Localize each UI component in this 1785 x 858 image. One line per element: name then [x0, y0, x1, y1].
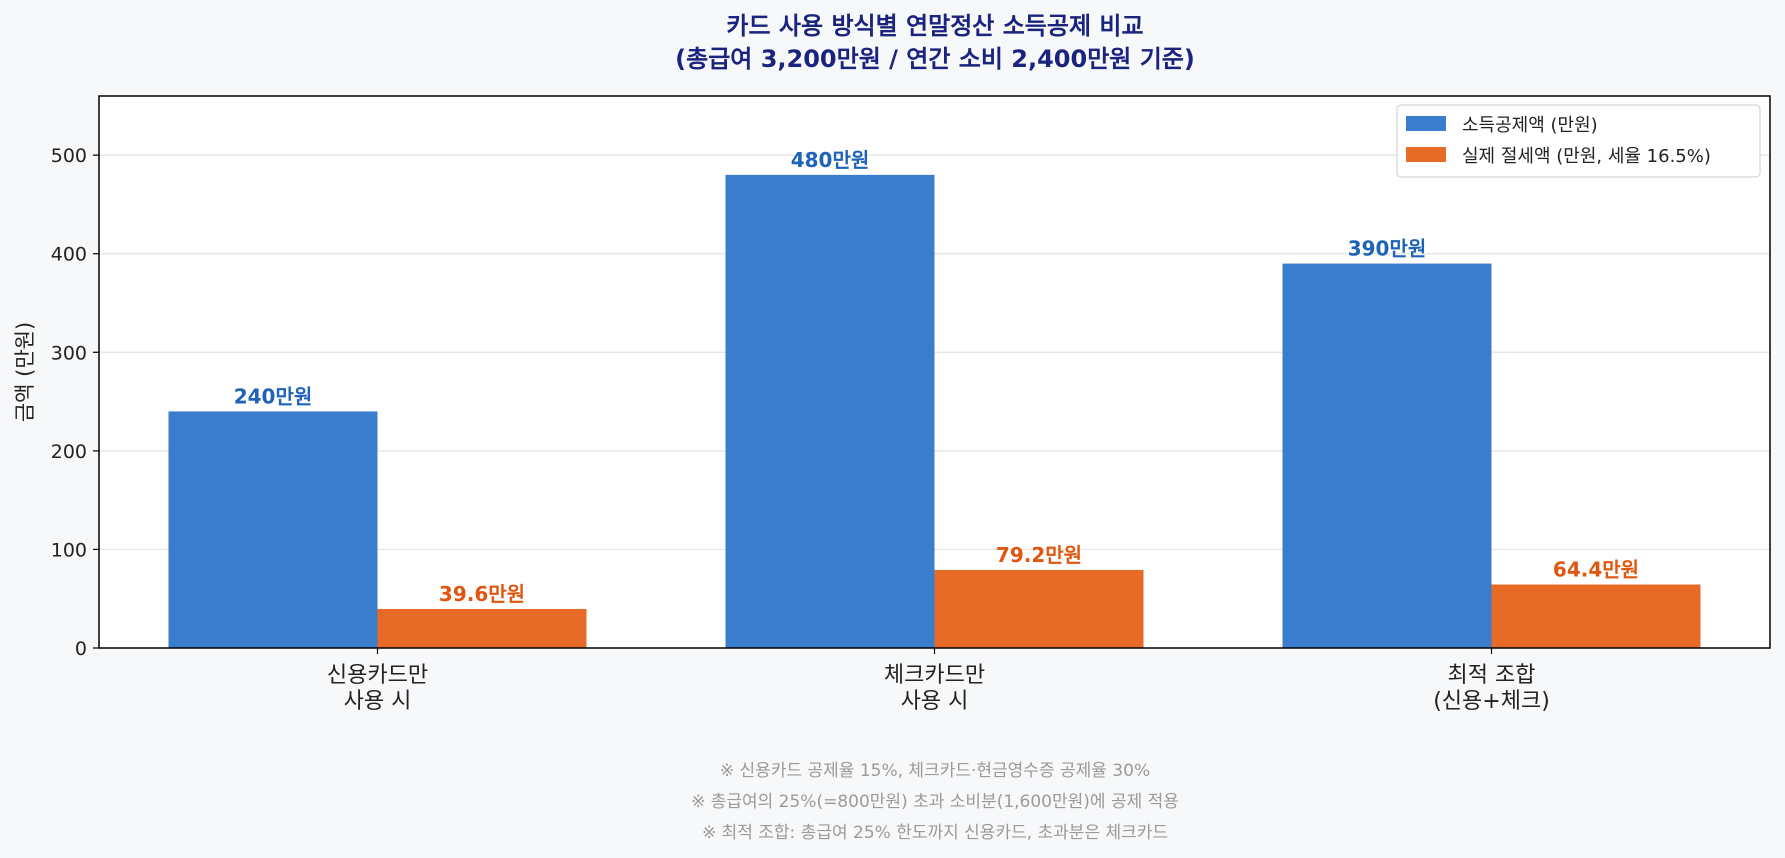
x-tick-label: (신용+체크) — [1433, 689, 1550, 714]
footnote: ※ 최적 조합: 총급여 25% 한도까지 신용카드, 초과분은 체크카드 — [702, 823, 1168, 843]
legend-swatch — [1406, 147, 1446, 162]
y-axis-label: 금액 (만원) — [13, 322, 37, 422]
bar-value-label: 79.2만원 — [996, 543, 1082, 567]
chart-title: (총급여 3,200만원 / 연간 소비 2,400만원 기준) — [675, 45, 1195, 73]
y-tick-label: 500 — [51, 145, 87, 167]
chart-title: 카드 사용 방식별 연말정산 소득공제 비교 — [726, 12, 1143, 40]
footnote: ※ 총급여의 25%(=800만원) 초과 소비분(1,600만원)에 공제 적… — [691, 792, 1179, 812]
bar-value-label: 64.4만원 — [1553, 558, 1639, 582]
bar-value-label: 480만원 — [791, 148, 870, 172]
y-tick-label: 0 — [75, 638, 87, 660]
bar — [1491, 584, 1701, 648]
y-tick-label: 400 — [51, 244, 87, 266]
y-tick-label: 200 — [51, 441, 87, 463]
bar-value-label: 390만원 — [1348, 237, 1427, 261]
bar — [1282, 263, 1492, 648]
y-tick-label: 300 — [51, 342, 87, 364]
legend-label: 실제 절세액 (만원, 세율 16.5%) — [1462, 146, 1711, 167]
y-tick-label: 100 — [51, 539, 87, 561]
bar — [377, 608, 587, 648]
legend-swatch — [1406, 116, 1446, 131]
bar — [934, 569, 1144, 648]
x-tick-label: 체크카드만 — [884, 663, 985, 688]
bar — [725, 174, 935, 648]
x-tick-label: 최적 조합 — [1448, 663, 1536, 688]
legend-box — [1396, 104, 1761, 178]
bar-value-label: 240만원 — [234, 384, 313, 408]
x-tick-label: 사용 시 — [901, 689, 969, 714]
bar-value-label: 39.6만원 — [439, 582, 525, 606]
bar — [168, 411, 378, 648]
footnote: ※ 신용카드 공제율 15%, 체크카드·현금영수증 공제율 30% — [720, 761, 1150, 781]
x-tick-label: 사용 시 — [344, 689, 412, 714]
x-tick-label: 신용카드만 — [327, 663, 428, 688]
legend-label: 소득공제액 (만원) — [1462, 115, 1598, 136]
